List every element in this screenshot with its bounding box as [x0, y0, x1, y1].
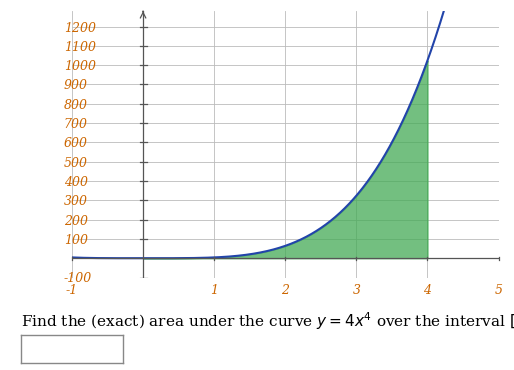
Text: Find the (exact) area under the curve $y = 4x^4$ over the interval $[0, 4]$.: Find the (exact) area under the curve $y… [21, 311, 514, 333]
